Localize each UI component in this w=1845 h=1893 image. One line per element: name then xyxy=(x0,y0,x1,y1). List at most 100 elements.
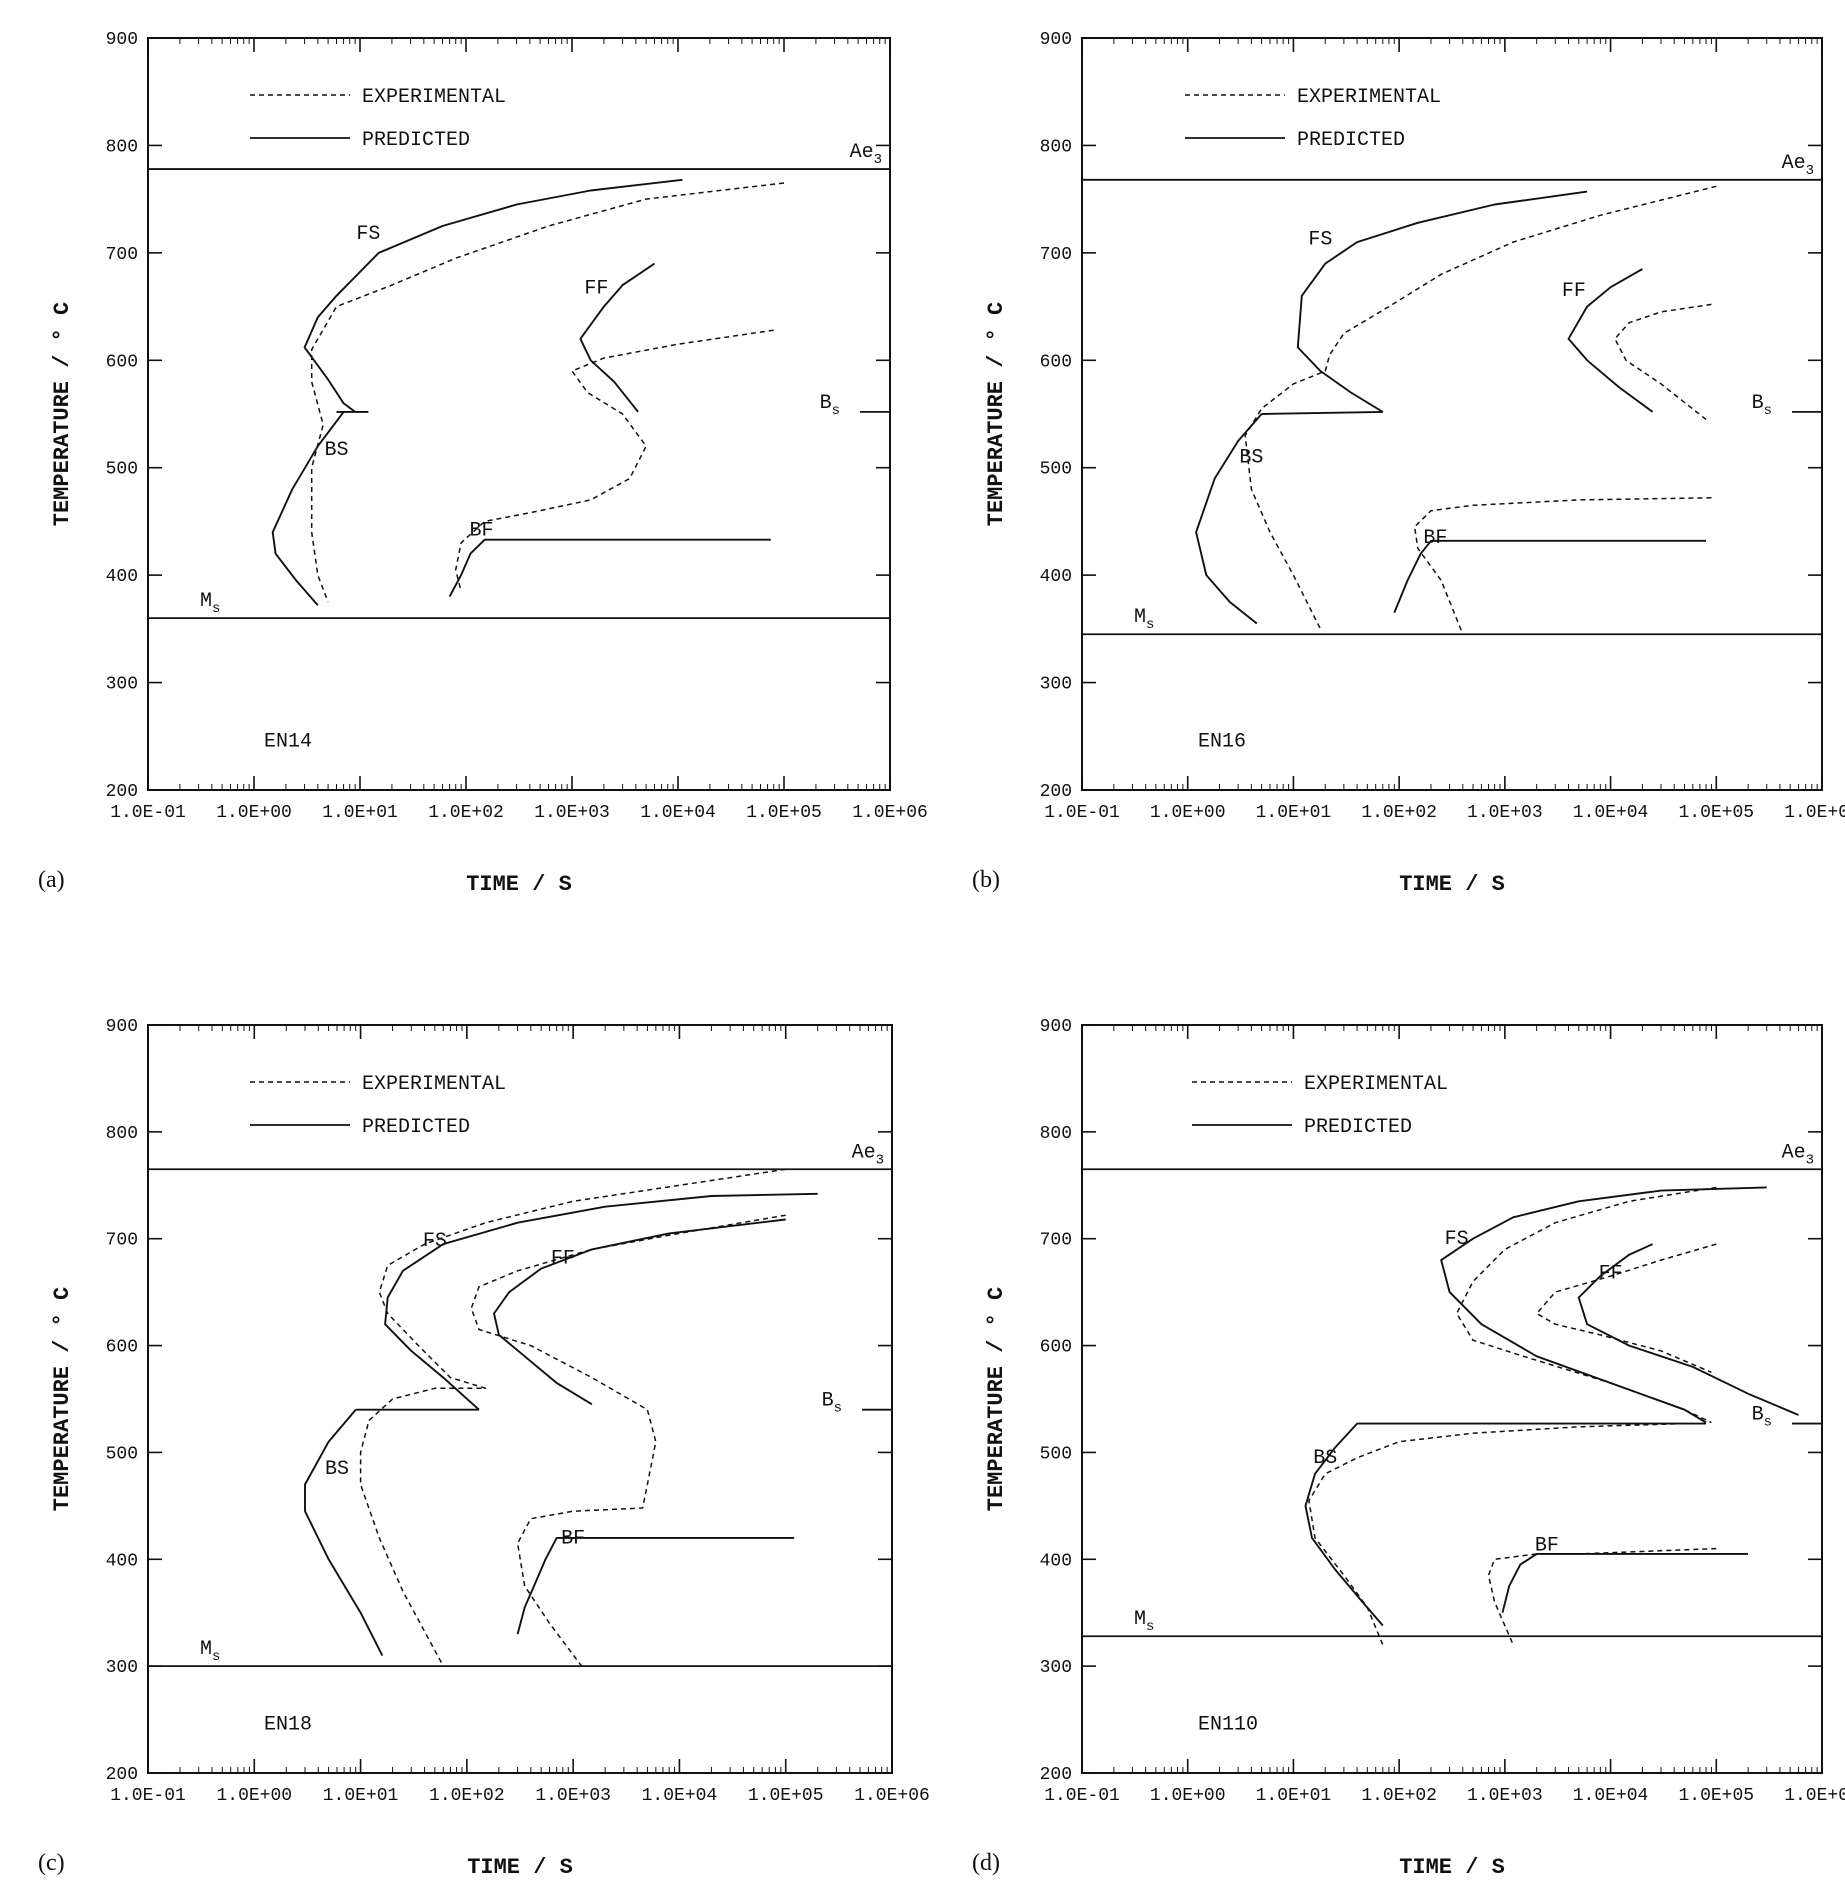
ae3-label: Ae3 xyxy=(1782,1141,1814,1168)
curve-label-bs: BS xyxy=(325,1458,349,1481)
y-tick-label: 400 xyxy=(106,567,138,587)
x-tick-label: 1.0E+06 xyxy=(1784,803,1845,823)
y-tick-label: 900 xyxy=(106,30,138,50)
y-tick-label: 900 xyxy=(1040,30,1072,50)
predicted-curve-fs xyxy=(384,1192,818,1411)
y-tick-label: 600 xyxy=(106,352,138,372)
ms-label: Ms xyxy=(200,1638,220,1665)
plot-frame xyxy=(147,37,891,791)
x-tick-label: 1.0E-01 xyxy=(110,803,186,823)
y-tick-label: 500 xyxy=(106,460,138,480)
experimental-curve-fs xyxy=(1244,185,1717,630)
x-tick-label: 1.0E+05 xyxy=(1678,1786,1754,1806)
x-tick-label: 1.0E+04 xyxy=(640,803,716,823)
legend-predicted-label: PREDICTED xyxy=(1297,129,1405,152)
plot-frame xyxy=(1081,37,1823,791)
plot-frame xyxy=(147,1024,893,1774)
curve-label-fs: FS xyxy=(423,1230,447,1253)
x-tick-label: 1.0E+00 xyxy=(1150,1786,1226,1806)
legend-predicted-label: PREDICTED xyxy=(362,1116,470,1139)
x-tick-label: 1.0E+04 xyxy=(642,1786,718,1806)
x-tick-label: 1.0E+03 xyxy=(535,1786,611,1806)
y-tick-label: 500 xyxy=(1040,460,1072,480)
y-tick-label: 700 xyxy=(106,1231,138,1251)
y-tick-label: 800 xyxy=(1040,137,1072,157)
y-tick-label: 400 xyxy=(1040,1551,1072,1571)
x-tick-label: 1.0E+04 xyxy=(1573,803,1649,823)
bs-label: Bs xyxy=(820,392,840,419)
experimental-curve-ff xyxy=(454,329,774,592)
panel-label: (b) xyxy=(972,867,1000,893)
experimental-curve-fs xyxy=(310,182,785,603)
legend-experimental-label: EXPERIMENTAL xyxy=(362,86,506,109)
predicted-curve-fs xyxy=(1440,1186,1767,1424)
legend-experimental-label: EXPERIMENTAL xyxy=(1297,86,1441,109)
chart-panel-4: 1.0E-01 1.0E+00 1.0E+01 1.0E+02 1.0E+03 1.0E+… xyxy=(972,1017,1845,1880)
y-tick-label: 800 xyxy=(106,1124,138,1144)
ms-label: Ms xyxy=(1134,1608,1154,1635)
x-tick-label: 1.0E+05 xyxy=(748,1786,824,1806)
x-axis-label: TIME / S xyxy=(466,872,572,897)
curve-label-fs: FS xyxy=(356,223,380,246)
y-tick-label: 900 xyxy=(106,1017,138,1037)
predicted-curve-fs xyxy=(1296,190,1588,413)
legend-predicted-label: PREDICTED xyxy=(362,129,470,152)
curve-label-bf: BF xyxy=(469,519,493,542)
x-tick-label: 1.0E+02 xyxy=(428,803,504,823)
y-axis-label: TEMPERATURE / ° C xyxy=(50,302,75,526)
y-tick-label: 800 xyxy=(106,137,138,157)
ae3-label: Ae3 xyxy=(852,1141,884,1168)
experimental-curve-ff xyxy=(1614,303,1712,420)
predicted-curve-bf xyxy=(516,1536,795,1635)
curve-label-fs: FS xyxy=(1445,1228,1469,1251)
plot-frame xyxy=(1081,1024,1823,1774)
predicted-curve-ff xyxy=(1577,1243,1799,1416)
panel-label: (a) xyxy=(38,867,65,893)
y-tick-label: 200 xyxy=(106,1765,138,1785)
x-tick-label: 1.0E+03 xyxy=(534,803,610,823)
legend-experimental-label: EXPERIMENTAL xyxy=(1304,1073,1448,1096)
steel-label: EN14 xyxy=(264,730,312,753)
y-tick-label: 500 xyxy=(1040,1444,1072,1464)
ae3-label: Ae3 xyxy=(1782,152,1814,179)
x-axis-label: TIME / S xyxy=(1399,872,1505,897)
y-tick-label: 300 xyxy=(106,675,138,695)
x-axis-label: TIME / S xyxy=(1399,1855,1505,1880)
predicted-curve-bs xyxy=(1304,1422,1706,1627)
y-tick-label: 500 xyxy=(106,1444,138,1464)
steel-label: EN16 xyxy=(1198,730,1246,753)
predicted-curve-bf xyxy=(1393,539,1706,614)
chart-panel-3: 1.0E-01 1.0E+00 1.0E+01 1.0E+02 1.0E+03 1.0E+… xyxy=(38,1017,930,1880)
x-tick-label: 1.0E+02 xyxy=(429,1786,505,1806)
predicted-curve-fs xyxy=(303,178,683,413)
y-tick-label: 900 xyxy=(1040,1017,1072,1037)
x-axis-label: TIME / S xyxy=(467,1855,573,1880)
y-tick-label: 700 xyxy=(1040,245,1072,265)
y-tick-label: 200 xyxy=(106,782,138,802)
x-tick-label: 1.0E-01 xyxy=(110,1786,186,1806)
x-tick-label: 1.0E+02 xyxy=(1361,1786,1437,1806)
x-tick-label: 1.0E+01 xyxy=(322,803,398,823)
y-axis-label: TEMPERATURE / ° C xyxy=(984,1287,1009,1511)
y-tick-label: 600 xyxy=(1040,352,1072,372)
curve-label-bf: BF xyxy=(1535,1535,1559,1558)
steel-label: EN110 xyxy=(1198,1714,1258,1737)
y-axis-label: TEMPERATURE / ° C xyxy=(984,302,1009,526)
x-tick-label: 1.0E+06 xyxy=(1784,1786,1845,1806)
bs-label: Bs xyxy=(1752,392,1772,419)
experimental-curve-bs xyxy=(1308,1422,1685,1646)
ms-label: Ms xyxy=(200,590,220,617)
predicted-curve-bf xyxy=(448,538,771,598)
experimental-curve-ff xyxy=(1535,1243,1717,1373)
curve-label-bs: BS xyxy=(324,439,348,462)
experimental-curve-bf xyxy=(1487,1547,1717,1646)
curve-label-bf: BF xyxy=(561,1527,585,1550)
x-tick-label: 1.0E+04 xyxy=(1573,1786,1649,1806)
x-tick-label: 1.0E+03 xyxy=(1467,803,1543,823)
steel-label: EN18 xyxy=(264,1714,312,1737)
legend-predicted-label: PREDICTED xyxy=(1304,1116,1412,1139)
x-tick-label: 1.0E+00 xyxy=(216,803,292,823)
x-tick-label: 1.0E+01 xyxy=(1256,803,1332,823)
